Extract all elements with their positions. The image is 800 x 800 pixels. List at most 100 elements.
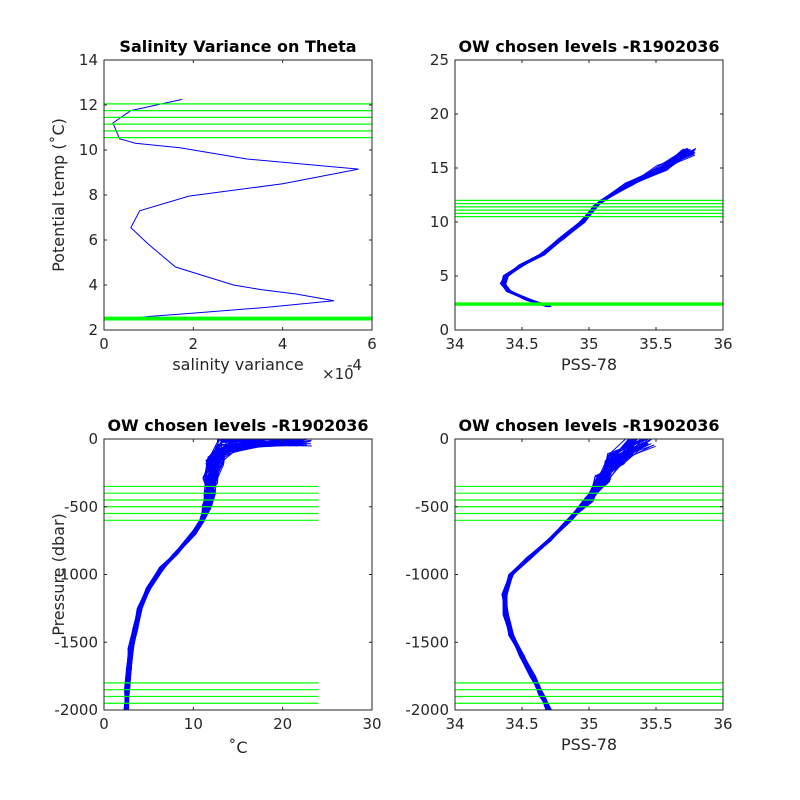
x-tick-label: 35 (579, 335, 598, 353)
series-line (503, 439, 636, 710)
series-line (125, 439, 295, 710)
series-line (501, 149, 696, 307)
y-tick-label: -1000 (54, 566, 98, 584)
series-line (503, 153, 687, 307)
x-tick-label: 36 (713, 715, 732, 733)
series-line (504, 150, 691, 308)
x-tick-label: 10 (184, 715, 203, 733)
y-tick-label: 25 (430, 51, 449, 69)
x-tick-label: 35.5 (639, 335, 672, 353)
x-tick-label: 35 (579, 715, 598, 733)
series-line (503, 151, 695, 307)
series-line (501, 154, 687, 307)
series-line (501, 148, 695, 307)
x-tick-label: 34 (445, 335, 464, 353)
x-tick-label: 0 (99, 715, 109, 733)
y-tick-label: -1000 (405, 566, 449, 584)
y-tick-label: 4 (88, 276, 98, 294)
series-line (501, 150, 691, 307)
series-line (125, 439, 312, 710)
y-tick-label: 8 (88, 186, 98, 204)
x-axis-label: PSS-78 (561, 355, 617, 374)
series-line (502, 439, 630, 710)
series-line (504, 439, 638, 710)
y-tick-label: -500 (415, 498, 449, 516)
y-tick-label: 10 (430, 213, 449, 231)
series-line (502, 439, 638, 710)
series-line (503, 439, 637, 710)
axes-box (103, 59, 373, 331)
chart-title: Salinity Variance on Theta (119, 37, 356, 56)
series-line (503, 444, 642, 710)
y-tick-label: 6 (88, 231, 98, 249)
series-line (504, 444, 632, 710)
series-line (504, 443, 641, 710)
series-line (502, 149, 692, 307)
x-axis-label: salinity variance (172, 355, 303, 374)
y-tick-label: -2000 (54, 701, 98, 719)
series-line (503, 153, 692, 307)
series-line (504, 439, 631, 710)
series-line (502, 148, 696, 307)
series-line (504, 149, 689, 307)
series-line (503, 439, 635, 710)
y-tick-label: 12 (79, 96, 98, 114)
series-line (503, 151, 686, 307)
series-line (504, 151, 687, 307)
y-tick-label: 14 (79, 51, 98, 69)
x-exponent-power: -4 (347, 356, 362, 374)
series-line (500, 150, 694, 307)
series-line (504, 151, 694, 307)
series-line (504, 445, 644, 710)
series-line (503, 445, 646, 710)
series-line (505, 439, 632, 710)
y-tick-label: 10 (79, 141, 98, 159)
axes-box (454, 438, 724, 711)
plot-area (112, 98, 359, 320)
series-line (501, 439, 634, 710)
series-line (502, 150, 688, 307)
y-tick-label: -1500 (405, 633, 449, 651)
series-line (112, 98, 359, 320)
x-axis-label: PSS-78 (561, 735, 617, 754)
series-line (124, 439, 311, 710)
series-line (501, 153, 684, 308)
x-tick-label: 34.5 (505, 335, 538, 353)
series-line (503, 445, 636, 710)
series-line (505, 154, 686, 307)
series-line (503, 154, 696, 308)
series-line (503, 440, 640, 710)
series-line (503, 154, 689, 307)
series-line (505, 445, 633, 710)
chart-title: OW chosen levels -R1902036 (107, 416, 368, 435)
plot-area (499, 147, 697, 308)
y-tick-label: 15 (430, 159, 449, 177)
series-line (501, 148, 690, 308)
chart-title: OW chosen levels -R1902036 (458, 37, 719, 56)
y-tick-label: -2000 (405, 701, 449, 719)
series-line (504, 151, 695, 307)
y-tick-label: 0 (439, 321, 449, 339)
series-line (503, 439, 630, 710)
series-line (502, 439, 637, 710)
series-line (127, 439, 243, 710)
series-line (502, 440, 641, 710)
series-line (501, 152, 689, 307)
series-line (504, 439, 635, 710)
series-line (503, 152, 696, 308)
series-line (503, 442, 647, 710)
x-tick-label: 6 (367, 335, 377, 353)
series-line (501, 151, 695, 307)
series-line (502, 445, 635, 710)
series-line (502, 153, 688, 308)
series-line (503, 439, 637, 710)
y-tick-label: 0 (439, 430, 449, 448)
series-line (503, 441, 635, 710)
y-tick-label: 20 (430, 105, 449, 123)
series-line (503, 153, 691, 307)
x-tick-label: 30 (362, 715, 381, 733)
series-line (501, 149, 690, 308)
axes-box (454, 59, 724, 331)
series-line (504, 439, 637, 710)
series-line (502, 151, 689, 308)
